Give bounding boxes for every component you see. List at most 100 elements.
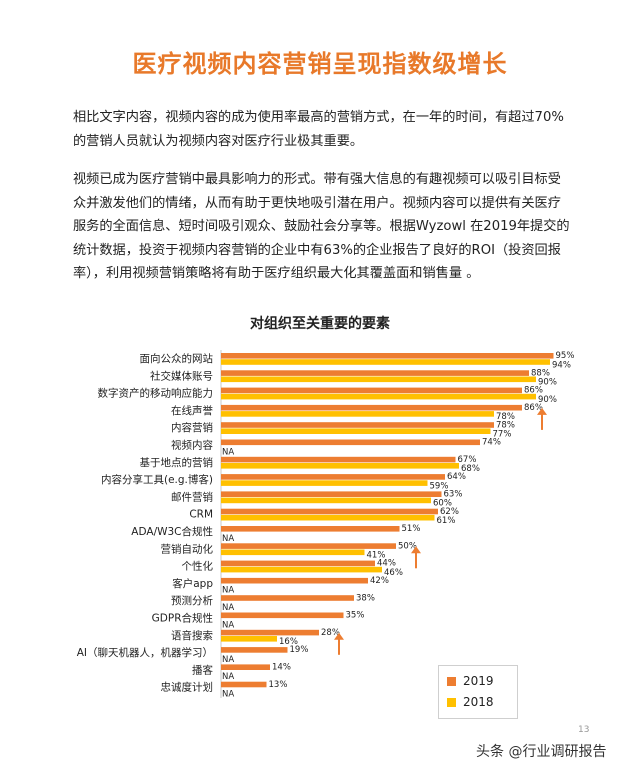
legend-label-2019: 2019 bbox=[463, 674, 494, 688]
data-label-2019: 88% bbox=[531, 368, 550, 378]
data-label-2019: 51% bbox=[402, 524, 421, 534]
bar-2018 bbox=[221, 428, 491, 434]
data-label-2018: 90% bbox=[538, 378, 557, 388]
category-label: CRM bbox=[189, 509, 213, 521]
data-label-2019: 86% bbox=[524, 403, 543, 413]
legend-swatch-2018 bbox=[447, 698, 456, 707]
data-label-2019: 35% bbox=[346, 611, 365, 621]
bar-2018 bbox=[221, 497, 431, 504]
category-label: 预测分析 bbox=[171, 594, 213, 607]
bar-2019 bbox=[221, 560, 375, 567]
data-label-2019: 64% bbox=[447, 472, 466, 482]
category-label: 视频内容 bbox=[171, 439, 213, 452]
bar-2019 bbox=[221, 629, 319, 636]
category-label: 数字资产的移动响应能力 bbox=[98, 387, 214, 400]
data-label-2019: 62% bbox=[440, 507, 459, 517]
data-label-2019: 78% bbox=[496, 420, 515, 430]
bar-2018 bbox=[221, 411, 494, 417]
na-label-2018: NA bbox=[222, 534, 234, 544]
up-arrow-head-icon bbox=[537, 407, 547, 415]
bar-2018 bbox=[221, 393, 536, 400]
na-label-2018: NA bbox=[222, 603, 234, 613]
up-arrow-head-icon bbox=[334, 632, 344, 640]
bar-2019 bbox=[221, 595, 354, 601]
category-label: 个性化 bbox=[182, 560, 214, 573]
data-label-2018: 41% bbox=[367, 551, 386, 561]
bar-2019 bbox=[221, 543, 396, 549]
category-label: 内容分享工具(e.g.博客) bbox=[101, 473, 213, 486]
na-label-2018: NA bbox=[222, 620, 234, 630]
category-label: 播客 bbox=[192, 663, 213, 676]
category-label: 语音搜索 bbox=[171, 629, 213, 642]
data-label-2019: 50% bbox=[398, 541, 417, 551]
bar-2018 bbox=[221, 463, 459, 469]
na-label-2018: NA bbox=[222, 586, 234, 596]
data-label-2018: 61% bbox=[437, 516, 456, 526]
data-label-2018: 16% bbox=[279, 637, 298, 647]
bar-2018 bbox=[221, 514, 435, 521]
up-arrow-head-icon bbox=[411, 546, 421, 554]
bar-2019 bbox=[221, 526, 400, 532]
na-label-2018: NA bbox=[222, 655, 234, 665]
legend-swatch-2019 bbox=[447, 677, 456, 686]
bar-2019 bbox=[221, 491, 442, 497]
category-label: 营销自动化 bbox=[161, 542, 214, 555]
bar-2018 bbox=[221, 566, 382, 573]
data-label-2019: 28% bbox=[321, 628, 340, 638]
na-label-2018: NA bbox=[222, 447, 234, 457]
category-label: AI（聊天机器人，机器学习） bbox=[77, 646, 213, 659]
bar-2019 bbox=[221, 439, 480, 446]
data-label-2019: 63% bbox=[444, 490, 463, 500]
watermark: 头条 @行业调研报告 bbox=[476, 744, 607, 760]
data-label-2019: 42% bbox=[370, 576, 389, 586]
na-label-2018: NA bbox=[222, 672, 234, 682]
category-label: 忠诚度计划 bbox=[161, 681, 214, 694]
intro-paragraph: 相比文字内容，视频内容的成为使用率最高的营销方式，在一年的时间，有超过70%的营… bbox=[73, 110, 564, 149]
data-label-2019: 67% bbox=[458, 455, 477, 465]
bar-2019 bbox=[221, 422, 494, 428]
bar-2018 bbox=[221, 376, 536, 383]
category-label: 社交媒体账号 bbox=[150, 369, 213, 382]
bar-2018 bbox=[221, 549, 365, 556]
bar-2019 bbox=[221, 508, 438, 515]
category-label: ADA/W3C合规性 bbox=[131, 525, 213, 538]
bar-2019 bbox=[221, 456, 456, 463]
data-label-2019: 95% bbox=[556, 351, 575, 361]
body-paragraph: 视频已成为医疗营销中最具影响力的形式。带有强大信息的有趣视频可以吸引目标受众并激… bbox=[73, 172, 570, 281]
data-label-2018: 68% bbox=[461, 464, 480, 474]
bar-2019 bbox=[221, 647, 288, 653]
data-label-2019: 74% bbox=[482, 438, 501, 448]
category-label: 客户app bbox=[172, 577, 213, 590]
data-label-2019: 86% bbox=[524, 386, 543, 396]
data-label-2019: 38% bbox=[356, 593, 375, 603]
category-label: 内容营销 bbox=[171, 421, 213, 434]
data-label-2018: 78% bbox=[496, 412, 515, 422]
page-number: 13 bbox=[578, 725, 590, 735]
chart-legend: 2019 2018 bbox=[438, 665, 518, 719]
bar-2019 bbox=[221, 387, 522, 394]
legend-item-2019: 2019 bbox=[447, 674, 494, 688]
data-label-2019: 14% bbox=[272, 663, 291, 673]
bar-2019 bbox=[221, 577, 368, 584]
data-label-2018: 77% bbox=[493, 430, 512, 440]
page-title: 医疗视频内容营销呈现指数级增长 bbox=[132, 50, 508, 78]
category-label: 基于地点的营销 bbox=[140, 456, 214, 469]
data-label-2018: 94% bbox=[552, 360, 571, 370]
data-label-2018: 59% bbox=[430, 481, 449, 491]
bar-2019 bbox=[221, 404, 522, 411]
data-label-2019: 19% bbox=[290, 645, 309, 655]
category-label: 邮件营销 bbox=[171, 490, 213, 503]
category-label: 在线声誉 bbox=[171, 404, 213, 417]
data-label-2018: 46% bbox=[384, 568, 403, 578]
na-label-2018: NA bbox=[222, 690, 234, 700]
bar-2018 bbox=[221, 359, 550, 365]
data-label-2018: 60% bbox=[433, 499, 452, 509]
data-label-2019: 44% bbox=[377, 559, 396, 569]
bar-2019 bbox=[221, 612, 344, 619]
category-label: 面向公众的网站 bbox=[140, 352, 214, 365]
bar-2019 bbox=[221, 681, 267, 688]
bar-2019 bbox=[221, 370, 529, 376]
bar-2018 bbox=[221, 636, 277, 642]
legend-label-2018: 2018 bbox=[463, 695, 494, 709]
